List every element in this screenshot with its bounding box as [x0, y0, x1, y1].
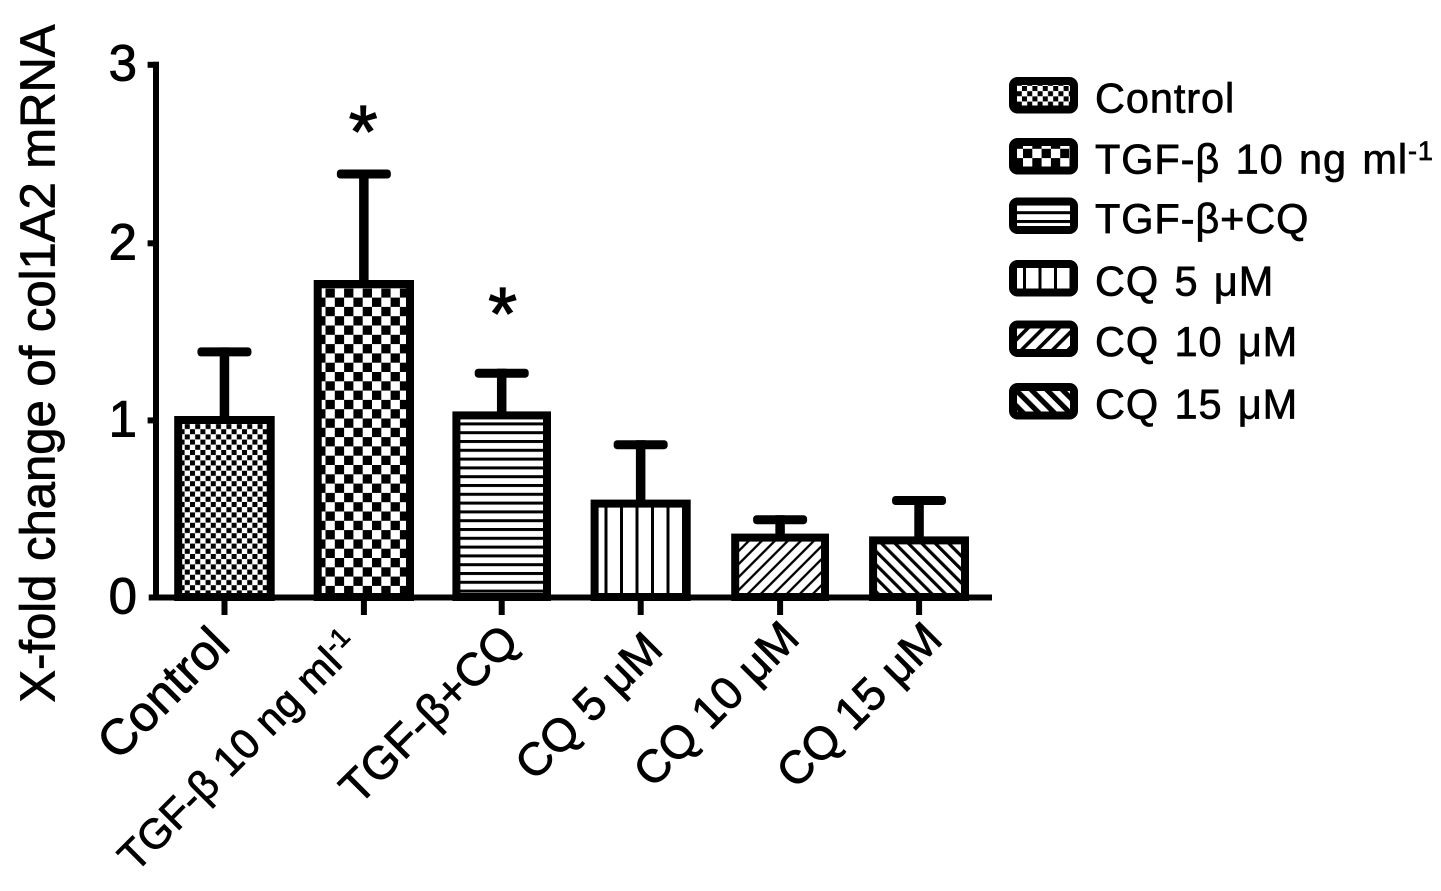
svg-text:3: 3 — [109, 35, 137, 92]
svg-text:CQ 10 μM: CQ 10 μM — [1095, 318, 1298, 365]
svg-text:Control: Control — [1095, 75, 1235, 122]
svg-text:TGF-β 10 ng ml-1: TGF-β 10 ng ml-1 — [109, 621, 368, 880]
svg-text:0: 0 — [109, 568, 137, 625]
svg-text:2: 2 — [109, 213, 137, 270]
svg-text:TGF-β+CQ: TGF-β+CQ — [329, 614, 528, 813]
svg-text:TGF-β 10 ng ml-1: TGF-β 10 ng ml-1 — [1095, 136, 1434, 183]
svg-text:X-fold change of col1A2 mRNA: X-fold change of col1A2 mRNA — [12, 24, 66, 702]
svg-text:CQ 15 μM: CQ 15 μM — [1095, 381, 1298, 428]
svg-text:CQ 5 μM: CQ 5 μM — [1095, 258, 1274, 305]
svg-text:TGF-β+CQ: TGF-β+CQ — [1095, 195, 1309, 242]
svg-text:*: * — [488, 272, 517, 355]
svg-text:1: 1 — [109, 390, 137, 447]
svg-text:*: * — [349, 90, 378, 173]
